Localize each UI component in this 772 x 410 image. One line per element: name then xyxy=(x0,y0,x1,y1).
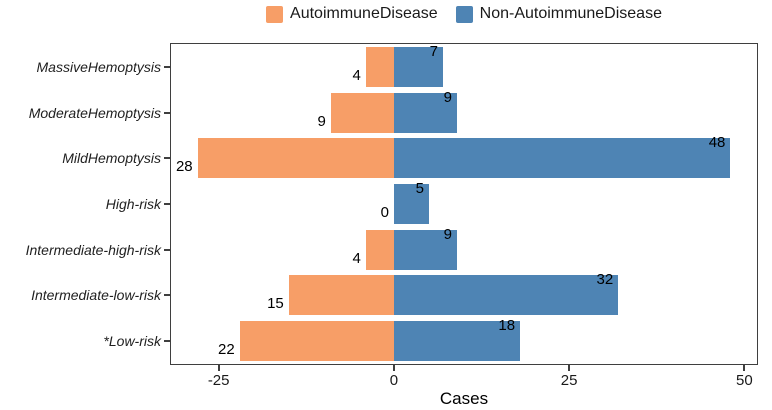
bar-autoimmune xyxy=(365,46,394,87)
bar-value-label-autoimmune: 9 xyxy=(317,112,326,130)
legend-item-autoimmune: AutoimmuneDisease xyxy=(266,5,438,23)
bar-non-autoimmune xyxy=(393,184,429,224)
bar-value-label-non-autoimmune: 18 xyxy=(498,317,516,335)
legend-label: AutoimmuneDisease xyxy=(290,5,438,22)
bar-autoimmune xyxy=(288,275,394,316)
bar-value-label-autoimmune: 22 xyxy=(218,341,235,359)
y-axis-tick xyxy=(164,65,170,68)
x-axis-tick xyxy=(392,365,395,371)
y-axis-label: ModerateHemoptysis xyxy=(28,104,161,121)
y-axis-tick xyxy=(164,157,170,160)
bar-non-autoimmune xyxy=(393,229,457,270)
y-axis-label: Intermediate-low-risk xyxy=(31,287,161,304)
legend-swatch-icon xyxy=(455,5,473,23)
bar-value-label-autoimmune: 0 xyxy=(380,204,389,221)
bar-non-autoimmune xyxy=(393,138,731,179)
y-axis-tick xyxy=(164,111,170,114)
bar-value-label-non-autoimmune: 7 xyxy=(429,42,438,60)
bar-value-label-non-autoimmune: 48 xyxy=(708,134,726,152)
bar-value-label-non-autoimmune: 9 xyxy=(443,88,452,106)
bar-autoimmune xyxy=(197,138,394,179)
x-axis-tick xyxy=(217,365,220,371)
bar-autoimmune xyxy=(365,229,394,270)
legend-swatch-icon xyxy=(266,5,284,23)
x-axis-tick-label: -25 xyxy=(207,372,230,389)
bar-non-autoimmune xyxy=(393,92,457,133)
bar-non-autoimmune xyxy=(393,275,619,316)
bar-non-autoimmune xyxy=(393,46,443,87)
legend-item-non-autoimmune: Non-AutoimmuneDisease xyxy=(455,5,662,23)
legend-label: Non-AutoimmuneDisease xyxy=(479,5,662,22)
bar-value-label-autoimmune: 4 xyxy=(352,249,361,267)
bar-autoimmune xyxy=(239,321,394,362)
y-axis-label: Intermediate-high-risk xyxy=(25,241,161,258)
y-axis-label: MassiveHemoptysis xyxy=(36,58,161,75)
bar-value-label-non-autoimmune: 9 xyxy=(443,225,452,243)
y-axis-labels: MassiveHemoptysis ModerateHemoptysis MildH… xyxy=(0,44,161,364)
x-axis-tick xyxy=(743,365,746,371)
bar-value-label-non-autoimmune: 5 xyxy=(415,180,424,197)
y-axis-tick xyxy=(164,340,170,343)
legend: AutoimmuneDisease Non-AutoimmuneDisease xyxy=(170,5,758,23)
x-axis-tick-label: 50 xyxy=(736,372,753,389)
x-axis-title: Cases xyxy=(439,389,489,408)
bar-value-label-autoimmune: 4 xyxy=(352,66,361,84)
y-axis-tick xyxy=(164,294,170,297)
y-axis-tick xyxy=(164,248,170,251)
y-axis-tick xyxy=(164,203,170,205)
y-axis-label: MildHemoptysis xyxy=(62,150,161,167)
bar-value-label-non-autoimmune: 32 xyxy=(596,271,614,289)
bar-autoimmune xyxy=(330,92,394,133)
x-axis-tick xyxy=(568,365,571,371)
x-axis-tick-label: 25 xyxy=(560,372,578,389)
bar-non-autoimmune xyxy=(393,321,521,362)
y-axis-label: *Low-risk xyxy=(103,333,161,350)
bar-value-label-autoimmune: 28 xyxy=(175,158,193,176)
bar-value-label-autoimmune: 15 xyxy=(267,295,284,313)
x-axis-tick-label: 0 xyxy=(389,372,399,389)
plot-panel: 4 7 9 9 28 48 0 5 4 9 15 32 22 18 xyxy=(170,43,758,365)
y-axis-label: High-risk xyxy=(105,196,161,212)
